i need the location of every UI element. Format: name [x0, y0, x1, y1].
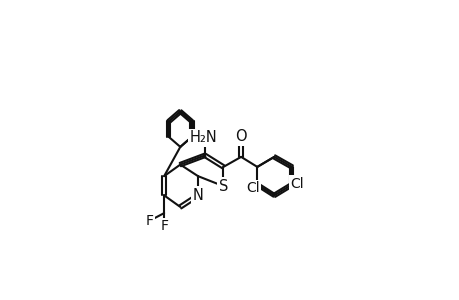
Text: N: N: [192, 188, 203, 203]
Text: Cl: Cl: [290, 177, 303, 191]
Text: Cl: Cl: [246, 182, 259, 196]
Text: F: F: [145, 214, 153, 228]
Text: S: S: [218, 178, 228, 194]
Text: F: F: [160, 219, 168, 233]
Text: O: O: [235, 129, 246, 144]
Text: H₂N: H₂N: [189, 130, 217, 145]
